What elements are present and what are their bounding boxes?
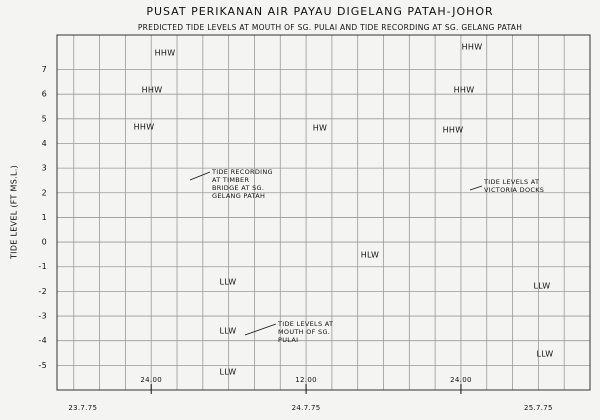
- y-tick-label: 7: [42, 65, 47, 74]
- annotation: HHW: [142, 86, 163, 95]
- series-callout: TIDE LEVELS AT MOUTH OF SG. PULAI: [278, 320, 334, 344]
- annotation: HHW: [454, 86, 475, 95]
- x-tick-label: 24.00: [140, 376, 162, 384]
- chart-title: PUSAT PERIKANAN AIR PAYAU DIGELANG PATAH…: [146, 5, 493, 18]
- callout-leader: [244, 323, 277, 336]
- date-label: 25.7.75: [524, 404, 553, 412]
- annotation: HHW: [134, 123, 155, 132]
- y-tick-label: -3: [38, 312, 47, 321]
- annotation: LLW: [220, 278, 237, 287]
- date-label: 23.7.75: [68, 404, 97, 412]
- y-tick-label: 3: [42, 164, 47, 173]
- y-tick-label: 2: [42, 188, 47, 197]
- x-tick-label: 24.00: [450, 376, 472, 384]
- x-tick-label: 12.00: [295, 376, 317, 384]
- y-tick-label: 6: [42, 90, 47, 99]
- callout-leader: [469, 185, 483, 191]
- annotation: LLW: [537, 350, 554, 359]
- y-tick-label: -1: [38, 262, 47, 271]
- annotation: LLW: [220, 327, 237, 336]
- annotation: HHW: [443, 126, 464, 135]
- y-tick-label: -5: [38, 361, 47, 370]
- plot-frame: [56, 34, 591, 391]
- y-axis-label: TIDE LEVEL (FT MS.L.): [10, 165, 19, 260]
- annotation: HHW: [462, 43, 483, 52]
- y-tick-label: -4: [38, 336, 47, 345]
- date-label: 24.7.75: [292, 404, 321, 412]
- series-callout: TIDE RECORDING AT TIMBER BRIDGE AT SG. G…: [212, 168, 273, 200]
- series-callout: TIDE LEVELS AT VICTORIA DOCKS: [484, 178, 545, 194]
- annotation: HLW: [361, 251, 380, 260]
- annotation: HW: [313, 124, 328, 133]
- y-tick-label: -2: [38, 287, 47, 296]
- annotation: LLW: [220, 368, 237, 377]
- annotation: LLW: [534, 282, 551, 291]
- y-tick-label: 5: [42, 114, 47, 123]
- y-tick-label: 0: [42, 238, 47, 247]
- y-tick-label: 1: [42, 213, 47, 222]
- callout-leader: [189, 171, 211, 181]
- annotation: HHW: [155, 49, 176, 58]
- y-tick-label: 4: [42, 139, 47, 148]
- chart-subtitle: PREDICTED TIDE LEVELS AT MOUTH OF SG. PU…: [138, 23, 522, 32]
